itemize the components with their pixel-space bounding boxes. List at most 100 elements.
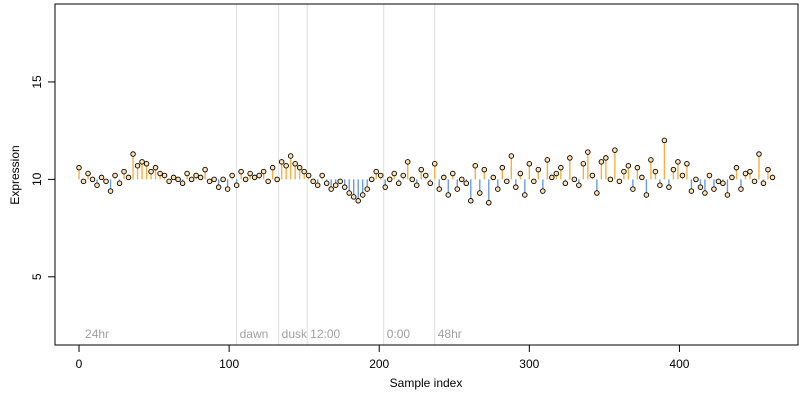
data-point [283,162,289,169]
data-point [220,176,226,183]
data-point [760,180,767,187]
data-point [310,178,316,185]
x-tick-label: 100 [219,357,239,371]
data-point [598,159,605,165]
data-point [585,149,591,155]
data-point [468,198,474,204]
data-point [418,166,424,173]
data-point [377,172,384,179]
data-point [364,186,370,192]
data-point [107,188,114,194]
data-point [251,174,258,181]
data-point [639,174,645,181]
y-tick-label: 5 [30,273,44,280]
data-point [499,164,506,171]
data-point [715,178,722,185]
point-layer [76,137,776,206]
data-point [319,172,325,179]
annotation-label: 12:00 [310,327,340,341]
data-point [517,170,524,177]
data-point [513,184,519,190]
annotation-label: 48hr [438,327,462,341]
data-point [152,164,159,171]
data-point [247,170,253,177]
data-point [666,184,672,190]
data-point [409,176,415,183]
annotation-label: 0:00 [387,327,411,341]
data-point [301,168,307,175]
data-point [553,170,560,177]
data-point [706,172,713,179]
data-point [576,182,582,188]
data-point [693,176,699,183]
data-point [472,162,479,169]
data-point [139,159,145,165]
data-point [188,176,195,183]
data-point [616,178,623,185]
data-point [85,170,91,177]
data-point [386,176,393,183]
data-point [531,178,537,185]
data-point [535,166,542,173]
x-tick-label: 300 [519,357,539,371]
data-point [170,174,177,181]
data-point [459,176,465,183]
data-point [148,168,154,175]
data-point [98,174,105,181]
data-point [278,159,285,165]
data-point [657,182,663,188]
data-point [679,172,686,179]
x-tick-label: 0 [76,357,83,371]
data-point [400,172,406,179]
data-point [630,186,636,192]
data-point [661,137,668,144]
data-point [422,172,429,179]
data-point [116,180,123,187]
data-point [229,172,235,179]
data-point [242,176,249,183]
data-point [747,168,753,175]
data-point [80,178,87,185]
data-point [211,176,217,183]
data-point [522,192,528,198]
data-point [382,184,388,190]
data-point [711,186,717,192]
data-point [328,186,334,192]
y-tick-label: 15 [30,75,44,89]
data-point [184,170,190,177]
data-point [769,174,776,181]
data-point [143,161,150,167]
data-point [751,178,758,185]
data-point [350,194,357,200]
data-point [341,184,348,190]
data-point [445,192,452,198]
data-point [337,178,343,185]
data-point [346,190,352,196]
data-point [756,151,762,157]
data-point [287,153,294,159]
data-point [179,180,186,187]
data-point [260,168,267,175]
data-point [404,159,411,165]
data-point [76,164,82,171]
stem-layer [78,140,774,203]
data-point [134,162,141,169]
data-point [544,157,551,163]
data-point [643,192,650,198]
data-point [89,176,96,183]
data-point [436,186,443,192]
data-point [724,192,731,198]
data-point [175,176,181,183]
data-point [391,170,397,177]
data-point [161,172,168,179]
data-point [607,176,614,183]
data-point [238,168,244,175]
data-point [571,176,578,183]
data-point [675,159,681,165]
data-point [368,176,375,183]
data-point [233,182,240,188]
data-point [504,178,510,185]
data-point [296,164,303,171]
x-axis-label: Sample index [390,376,463,390]
data-point [612,147,618,153]
